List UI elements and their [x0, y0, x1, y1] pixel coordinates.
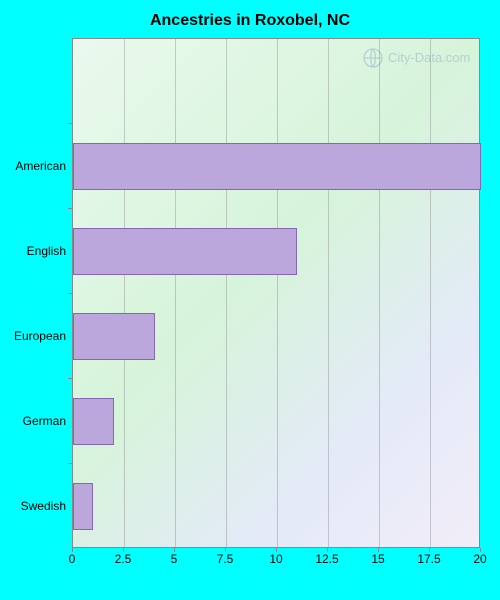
city-data-watermark: City-Data.com — [361, 45, 471, 76]
y-tick — [68, 123, 72, 124]
x-tick-label: 15 — [371, 552, 384, 566]
x-tick-label: 20 — [473, 552, 486, 566]
y-label-swedish: Swedish — [6, 499, 66, 513]
x-tick-label: 17.5 — [417, 552, 440, 566]
x-tick-label: 0 — [69, 552, 76, 566]
grid-line — [226, 39, 227, 547]
grid-line — [175, 39, 176, 547]
grid-line — [124, 39, 125, 547]
grid-line — [430, 39, 431, 547]
x-tick-label: 12.5 — [315, 552, 338, 566]
bar-swedish — [73, 483, 93, 530]
y-label-english: English — [6, 244, 66, 258]
bar-american — [73, 143, 481, 190]
y-tick — [68, 293, 72, 294]
grid-line — [328, 39, 329, 547]
y-label-european: European — [6, 329, 66, 343]
y-label-german: German — [6, 414, 66, 428]
ancestries-chart: Ancestries in Roxobel, NC City-Data.com … — [10, 10, 490, 590]
city-data-logo-icon: City-Data.com — [361, 45, 471, 71]
bar-english — [73, 228, 297, 275]
x-tick-label: 10 — [269, 552, 282, 566]
y-label-american: American — [6, 159, 66, 173]
x-tick-label: 5 — [171, 552, 178, 566]
bar-german — [73, 398, 114, 445]
chart-title: Ancestries in Roxobel, NC — [10, 10, 490, 32]
y-tick — [68, 463, 72, 464]
grid-line — [379, 39, 380, 547]
y-tick — [68, 208, 72, 209]
plot-area: City-Data.com — [72, 38, 480, 548]
bar-european — [73, 313, 155, 360]
grid-line — [277, 39, 278, 547]
x-tick-label: 2.5 — [115, 552, 132, 566]
y-tick — [68, 378, 72, 379]
x-tick-label: 7.5 — [217, 552, 234, 566]
